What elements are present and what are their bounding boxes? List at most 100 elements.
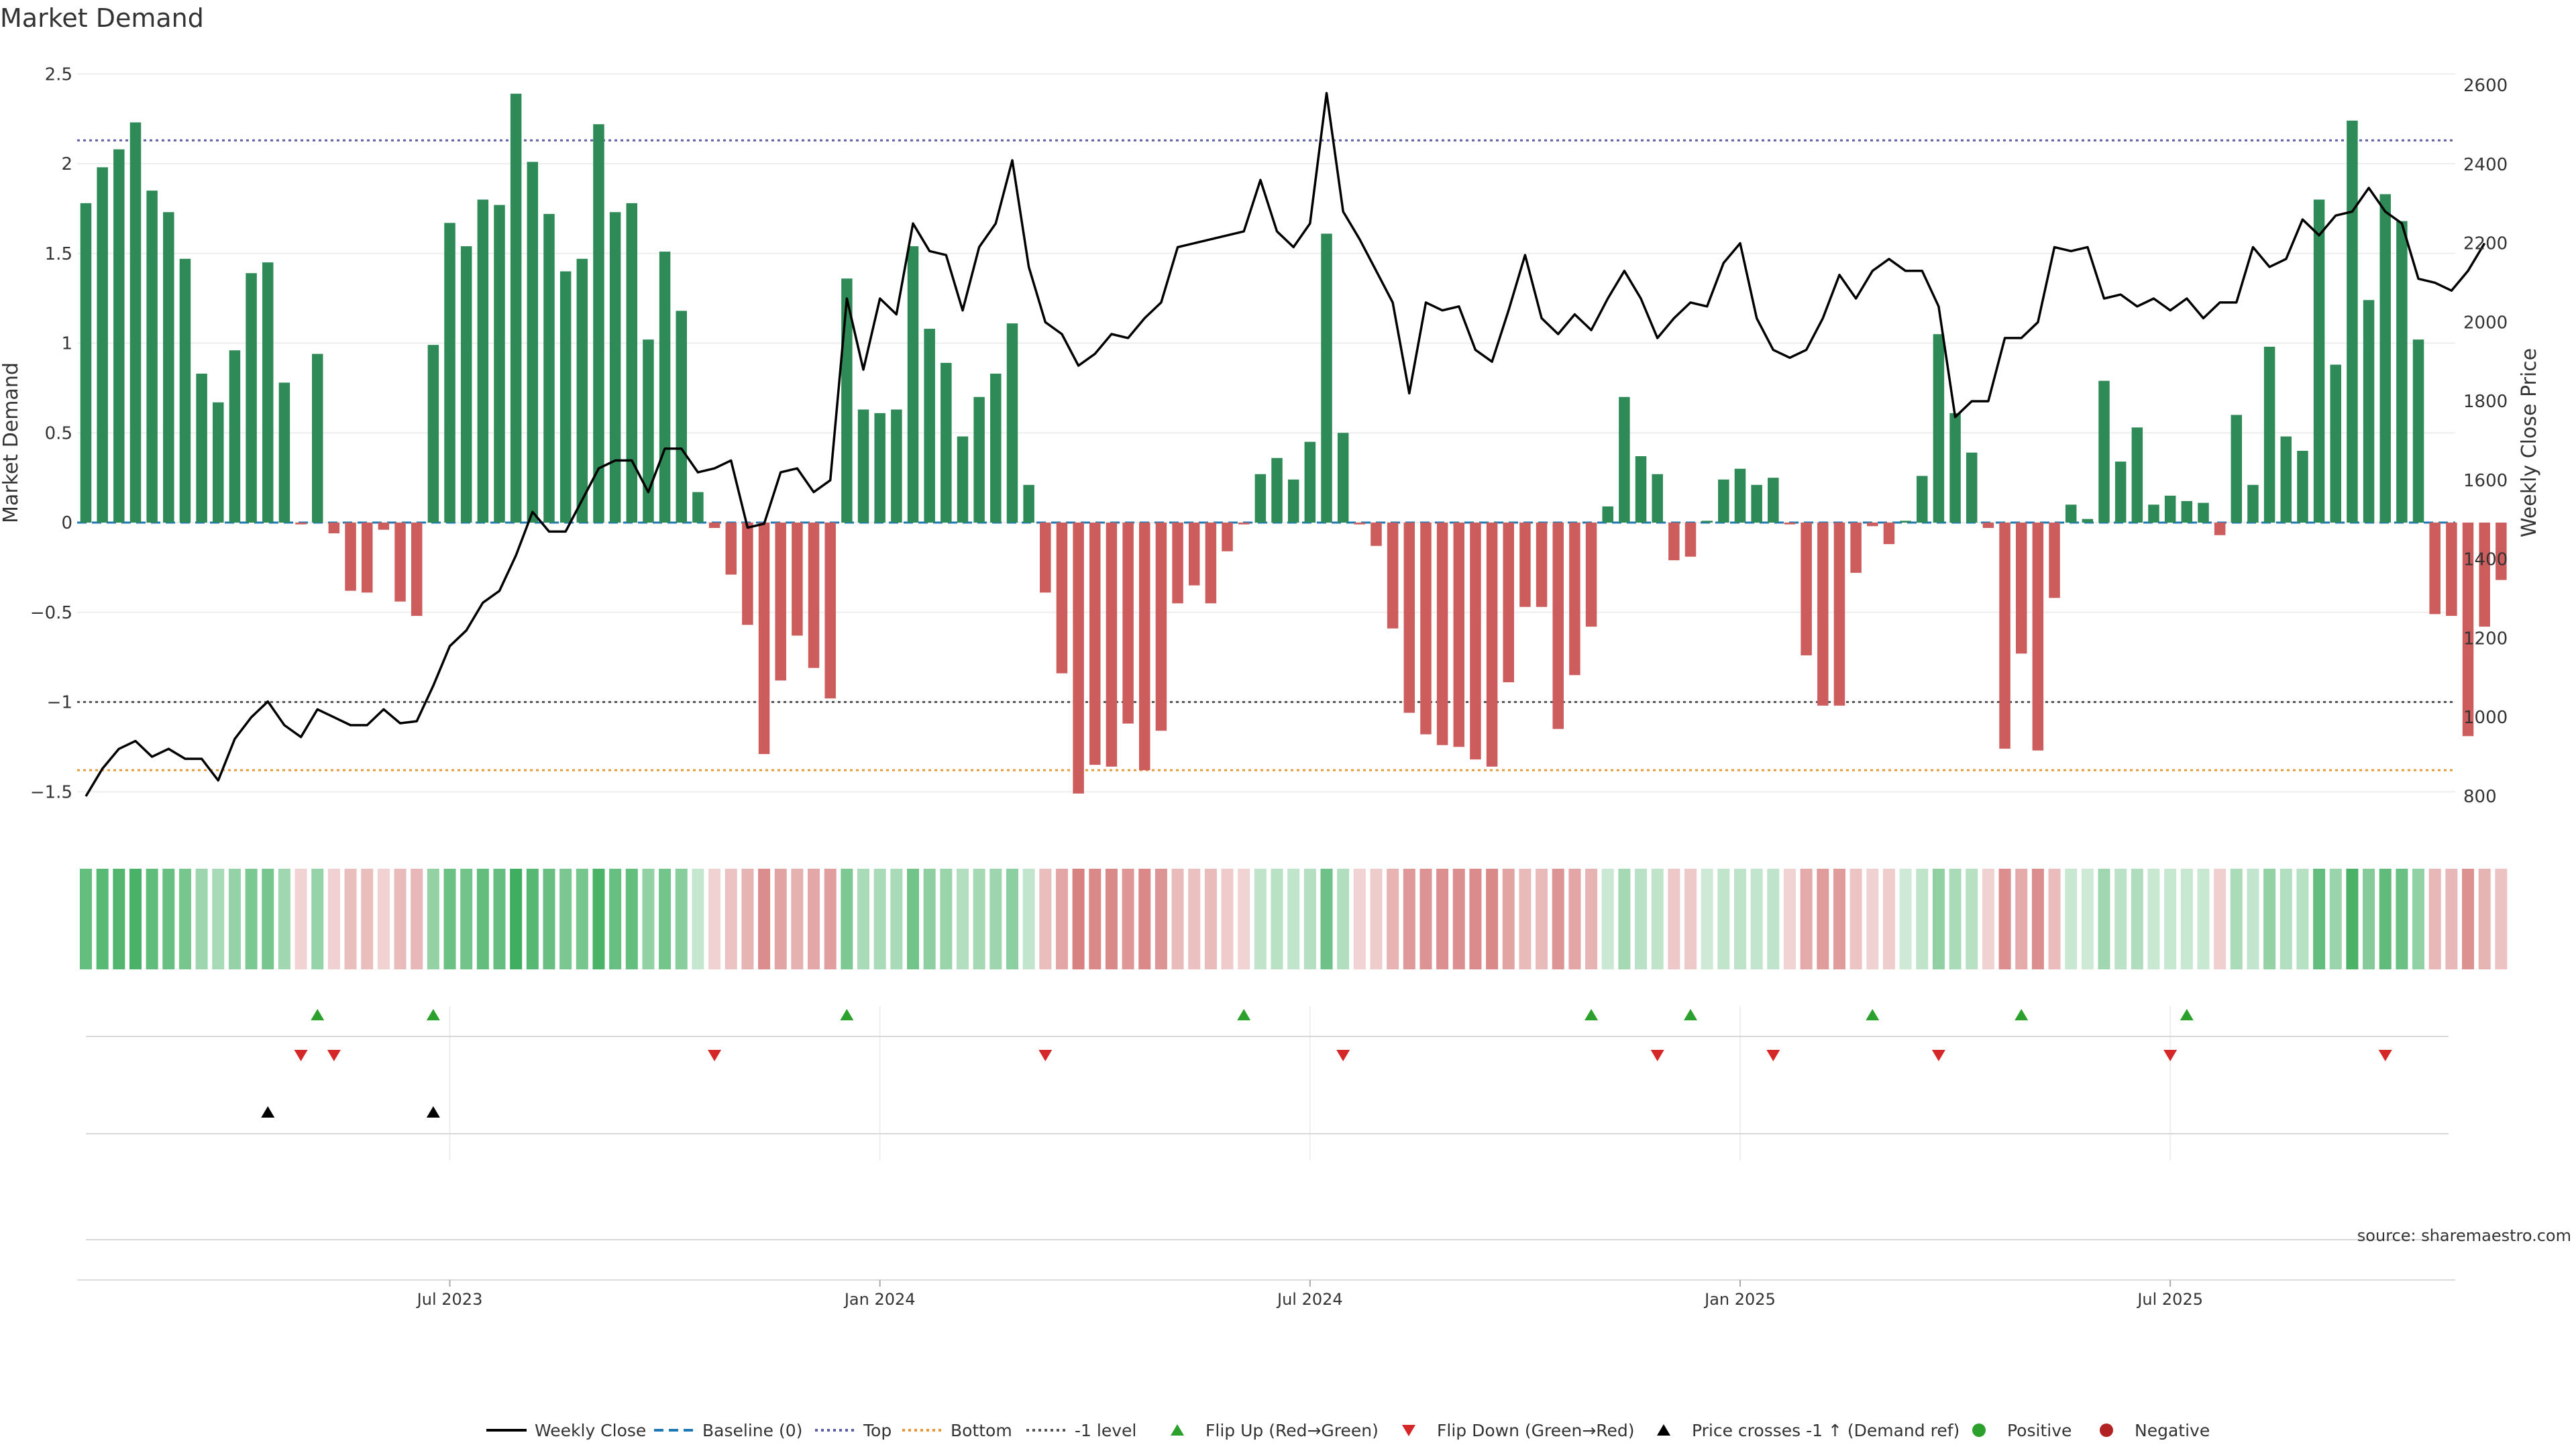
demand-strip-cell [1055, 869, 1068, 969]
demand-strip-cell [2048, 869, 2061, 969]
demand-bar [1917, 476, 1928, 523]
demand-bar [1271, 458, 1283, 523]
demand-bar [1949, 413, 1961, 523]
demand-strip-cell [1171, 869, 1184, 969]
demand-bar [361, 523, 373, 593]
demand-bar [692, 492, 704, 523]
left-tick-label: −0.5 [30, 603, 72, 623]
demand-bar [1619, 396, 1630, 523]
right-tick-label: 1800 [2463, 392, 2508, 412]
demand-bars [80, 93, 2507, 794]
demand-bar [1453, 523, 1465, 747]
demand-strip-cell [1668, 869, 1680, 969]
demand-strip-cell [113, 869, 125, 969]
demand-bar [427, 345, 439, 523]
demand-bar [2098, 380, 2110, 523]
demand-strip-cell [642, 869, 655, 969]
demand-bar [1222, 523, 1233, 551]
demand-bar [973, 396, 985, 523]
legend-symbol-flip-up [1171, 1424, 1184, 1436]
demand-strip-cell [2098, 869, 2110, 969]
demand-heat-strip [80, 869, 2508, 969]
demand-bar [1833, 523, 1845, 706]
demand-strip-cell [2329, 869, 2342, 969]
left-tick-label: −1 [47, 693, 72, 713]
x-tick-label: Jul 2024 [1276, 1290, 1343, 1309]
demand-strip-cell [344, 869, 357, 969]
demand-strip-cell [989, 869, 1002, 969]
flip-down-marker [1038, 1050, 1053, 1061]
demand-strip-cell [2247, 869, 2259, 969]
demand-bar [2297, 451, 2308, 523]
demand-bar [1519, 523, 1531, 607]
demand-strip-cell [708, 869, 721, 969]
left-tick-label: 2 [61, 154, 72, 174]
demand-bar [609, 212, 621, 523]
demand-bar [1371, 523, 1382, 546]
demand-strip-cell [824, 869, 837, 969]
demand-strip-cell [1585, 869, 1598, 969]
right-tick-label: 1000 [2463, 708, 2508, 728]
demand-bar [2032, 523, 2044, 751]
flip-up-marker [426, 1009, 440, 1020]
demand-bar [1734, 468, 1746, 523]
demand-bar [775, 523, 786, 681]
demand-strip-cell [873, 869, 886, 969]
demand-strip-cell [526, 869, 539, 969]
demand-strip-cell [146, 869, 158, 969]
demand-strip-cell [1238, 869, 1250, 969]
demand-bar [1420, 523, 1432, 735]
demand-strip-cell [1105, 869, 1118, 969]
demand-bar [278, 382, 290, 523]
demand-strip-cell [2263, 869, 2276, 969]
demand-bar [295, 523, 307, 525]
weekly-close-series [85, 92, 2486, 797]
demand-bar [1470, 523, 1481, 760]
demand-strip-cell [1601, 869, 1614, 969]
demand-bar [990, 373, 1002, 523]
demand-bar [2379, 194, 2391, 523]
demand-strip-cell [1618, 869, 1631, 969]
demand-bar [1999, 523, 2010, 749]
demand-strip-cell [841, 869, 853, 969]
legend-label: Bottom [951, 1421, 1012, 1440]
demand-bar [1304, 441, 1316, 523]
demand-strip-cell [476, 869, 489, 969]
demand-strip-cell [1916, 869, 1929, 969]
demand-strip-cell [1817, 869, 1829, 969]
demand-bar [2082, 519, 2094, 523]
demand-bar [1089, 523, 1101, 765]
x-tick-label: Jul 2023 [416, 1290, 483, 1309]
demand-bar [2330, 364, 2342, 523]
demand-strip-cell [2478, 869, 2491, 969]
demand-bar [891, 409, 902, 523]
demand-bar [559, 271, 572, 523]
demand-bar [874, 413, 885, 523]
flip-down-marker [294, 1050, 308, 1061]
demand-strip-cell [1866, 869, 1879, 969]
left-axis-label: Market Demand [0, 362, 23, 523]
demand-strip-cell [625, 869, 638, 969]
demand-strip-cell [1519, 869, 1532, 969]
demand-bar [2181, 500, 2193, 523]
demand-strip-cell [956, 869, 969, 969]
right-tick-label: 1600 [2463, 471, 2508, 491]
demand-strip-cell [1188, 869, 1201, 969]
demand-strip-cell [1849, 869, 1862, 969]
demand-strip-cell [808, 869, 820, 969]
right-axis-label: Weekly Close Price [2518, 348, 2541, 537]
demand-bar [1337, 433, 1349, 523]
demand-bar [907, 246, 919, 523]
demand-bar [1023, 484, 1034, 523]
demand-bar [146, 191, 158, 523]
demand-bar [179, 258, 191, 523]
demand-strip-cell [543, 869, 555, 969]
demand-strip-cell [940, 869, 953, 969]
demand-bar [1354, 523, 1366, 525]
flip-up-marker [2180, 1009, 2194, 1020]
demand-strip-cell [1155, 869, 1167, 969]
flip-up-marker [1585, 1009, 1599, 1020]
demand-bar [708, 523, 720, 529]
demand-strip-cell [1966, 869, 1978, 969]
demand-bar [2148, 504, 2159, 523]
